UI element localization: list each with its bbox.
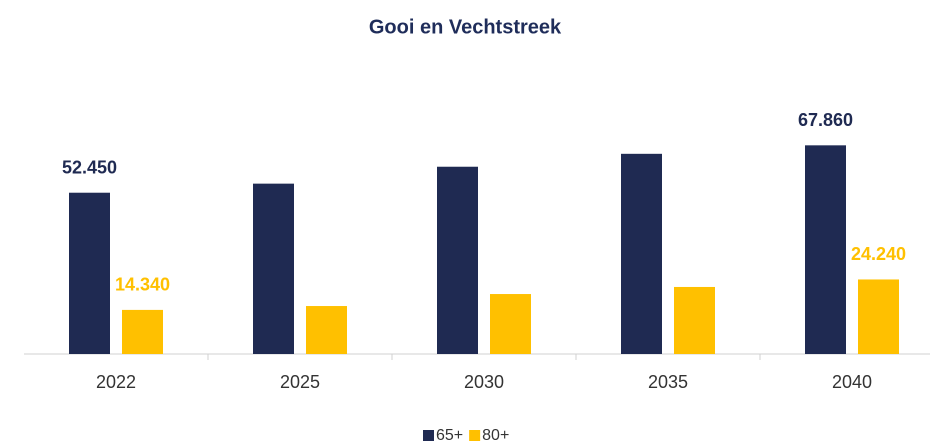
bar <box>306 306 347 354</box>
data-label: 14.340 <box>115 275 170 295</box>
x-tick-label: 2040 <box>832 372 872 392</box>
bar <box>122 309 163 354</box>
bar <box>69 192 110 354</box>
bar <box>621 153 662 354</box>
data-label: 67.860 <box>798 110 853 130</box>
bar <box>674 286 715 354</box>
x-tick-label: 2025 <box>280 372 320 392</box>
legend-label: 65+ <box>436 427 463 444</box>
bar <box>805 145 846 354</box>
legend-label: 80+ <box>482 427 509 444</box>
legend-swatch <box>423 430 434 441</box>
x-tick-label: 2022 <box>96 372 136 392</box>
chart-title: Gooi en Vechtstreek <box>369 16 562 38</box>
data-label: 52.450 <box>62 157 117 177</box>
x-tick-label: 2035 <box>648 372 688 392</box>
bar <box>437 166 478 354</box>
legend-swatch <box>469 430 481 441</box>
bar <box>253 183 294 354</box>
x-tick-label: 2030 <box>464 372 504 392</box>
bar <box>858 279 899 354</box>
bar <box>490 294 531 354</box>
data-label: 24.240 <box>851 244 906 264</box>
